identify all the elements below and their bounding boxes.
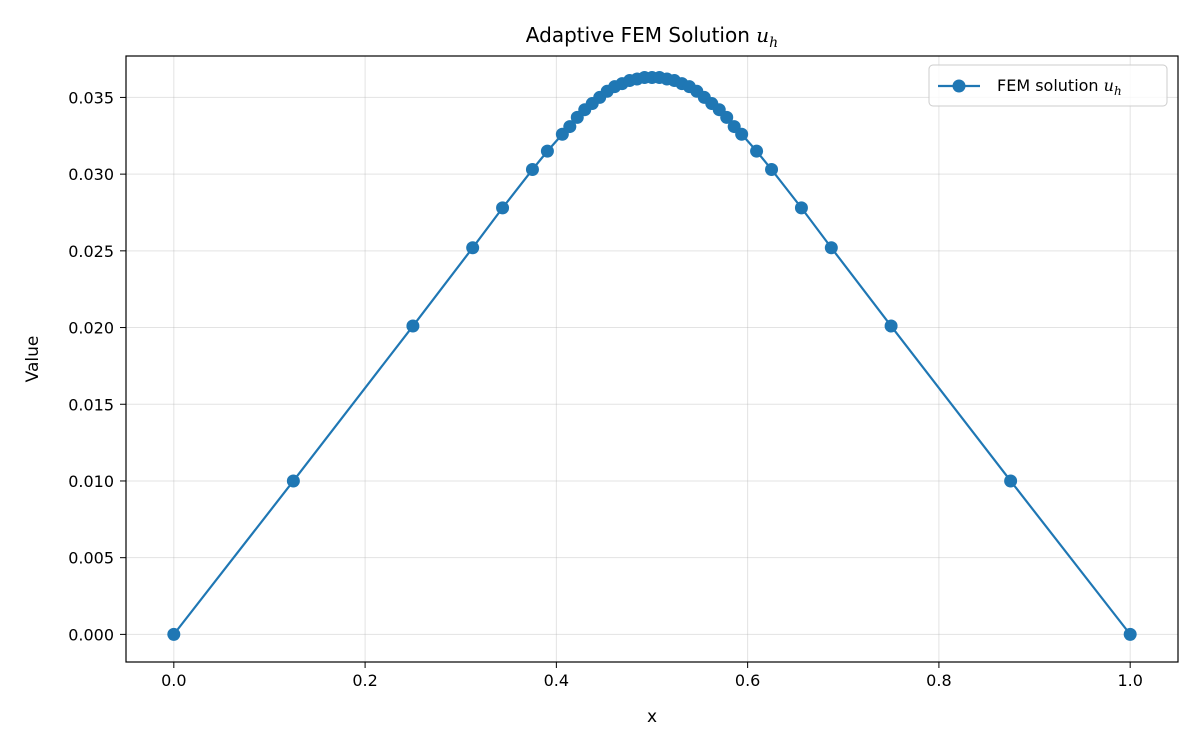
y-tick-label: 0.010 [68, 472, 114, 491]
x-tick-label: 0.8 [926, 671, 951, 690]
legend-box [928, 64, 1168, 107]
plot-frame [125, 55, 1179, 663]
y-tick-label: 0.020 [68, 319, 114, 338]
data-point [406, 319, 420, 333]
chart-title: Adaptive FEM Solution uh [526, 23, 778, 51]
chart-title-math: u [756, 23, 769, 47]
x-tick-label: 0.6 [735, 671, 760, 690]
data-point [1004, 474, 1018, 488]
x-tick-label: 1.0 [1117, 671, 1142, 690]
y-axis-label: Value [23, 336, 43, 383]
y-tick-label: 0.035 [68, 88, 114, 107]
data-point [735, 127, 749, 141]
x-tick-label: 0.4 [544, 671, 569, 690]
y-tick-label: 0.000 [68, 625, 114, 644]
data-point [765, 163, 779, 177]
y-tick-label: 0.005 [68, 549, 114, 568]
legend-label-math: u [1104, 76, 1114, 95]
data-point [286, 474, 300, 488]
legend-label-text: FEM solution [997, 76, 1099, 95]
x-axis-ticks: 0.0 0.2 0.4 0.6 0.8 1.0 [161, 662, 1143, 690]
x-axis-label: x [647, 707, 657, 727]
y-axis-ticks: 0.000 0.005 0.010 0.015 0.020 0.025 0.030 0.035 [68, 88, 126, 644]
data-point [496, 201, 510, 215]
data-point [525, 163, 539, 177]
legend: FEM solution uh [928, 64, 1168, 107]
x-tick-label: 0.0 [161, 671, 186, 690]
legend-label: FEM solution uh [997, 76, 1122, 98]
x-tick-label: 0.2 [352, 671, 377, 690]
data-point [540, 144, 554, 158]
series-layer [167, 70, 1137, 641]
chart-title-text: Adaptive FEM Solution [526, 23, 750, 47]
data-point [563, 120, 577, 134]
data-point [167, 627, 181, 641]
data-point [884, 319, 898, 333]
data-point [466, 241, 480, 255]
chart-title-math-subscript: h [769, 35, 778, 51]
data-point [720, 110, 734, 124]
legend-label-math-subscript: h [1114, 84, 1122, 98]
data-point [794, 201, 808, 215]
y-tick-label: 0.025 [68, 242, 114, 261]
y-tick-label: 0.030 [68, 165, 114, 184]
data-point [1123, 627, 1137, 641]
y-tick-label: 0.015 [68, 395, 114, 414]
data-point [824, 241, 838, 255]
data-point [750, 144, 764, 158]
legend-marker-swatch [952, 79, 966, 93]
